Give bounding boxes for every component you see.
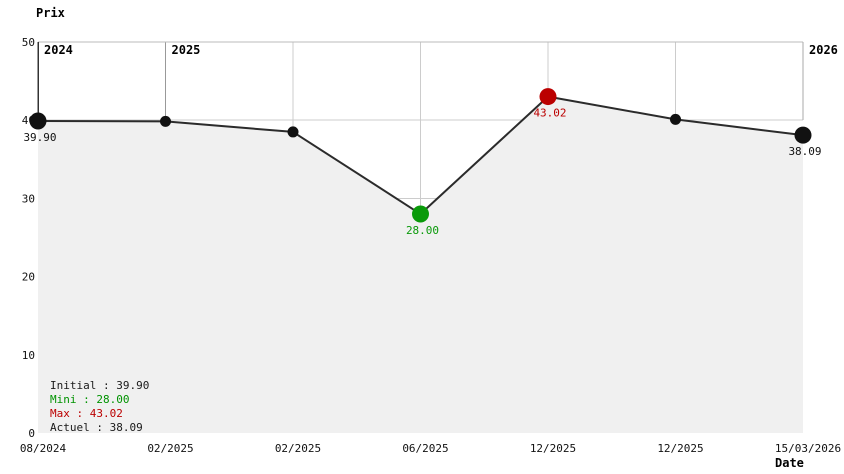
y-tick-label: 0 bbox=[28, 427, 35, 440]
data-point-marker bbox=[794, 126, 812, 144]
x-tick-label: 02/2025 bbox=[147, 442, 193, 455]
chart-legend: Initial : 39.90 Mini : 28.00 Max : 43.02 Ac… bbox=[50, 379, 149, 435]
x-tick-label: 12/2025 bbox=[530, 442, 576, 455]
y-tick-label: 20 bbox=[22, 271, 35, 284]
legend-line: Mini : 28.00 bbox=[50, 393, 130, 406]
data-point-marker bbox=[670, 113, 681, 125]
data-point-marker bbox=[412, 205, 429, 223]
legend-line: Max : 43.02 bbox=[50, 407, 123, 420]
y-tick-label: 40 bbox=[22, 114, 35, 127]
x-tick-label: 12/2025 bbox=[657, 442, 703, 455]
legend-line: Initial : 39.90 bbox=[50, 379, 150, 392]
legend-line: Actuel : 38.09 bbox=[50, 421, 143, 434]
data-point-label: 39.90 bbox=[23, 131, 56, 144]
year-label: 2026 bbox=[809, 43, 838, 57]
area-fill bbox=[38, 96, 803, 433]
y-tick-label: 30 bbox=[22, 192, 35, 205]
y-axis-title: Prix bbox=[36, 6, 65, 20]
data-point-marker bbox=[29, 112, 47, 130]
data-point-label: 28.00 bbox=[406, 224, 439, 237]
x-tick-label: 06/2025 bbox=[402, 442, 448, 455]
year-label: 2025 bbox=[172, 43, 201, 57]
data-point-marker bbox=[539, 88, 557, 106]
data-point-label: 38.09 bbox=[788, 145, 821, 158]
year-label: 2024 bbox=[44, 43, 73, 57]
x-tick-label: 02/2025 bbox=[275, 442, 321, 455]
y-tick-label: 10 bbox=[22, 349, 35, 362]
data-point-marker bbox=[287, 126, 299, 138]
data-point-marker bbox=[160, 115, 171, 127]
x-axis-title: Date bbox=[775, 456, 804, 470]
x-tick-label: 15/03/2026 bbox=[775, 442, 841, 455]
x-tick-label: 08/2024 bbox=[20, 442, 67, 455]
data-point-label: 43.02 bbox=[533, 107, 566, 120]
y-tick-label: 50 bbox=[22, 36, 35, 49]
